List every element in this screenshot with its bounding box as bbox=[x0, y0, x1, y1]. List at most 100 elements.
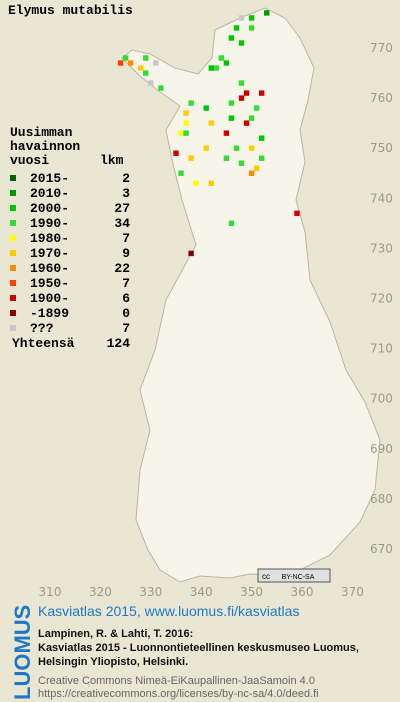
observation bbox=[153, 60, 159, 66]
observation bbox=[253, 165, 260, 171]
legend-label: 2000- bbox=[30, 201, 69, 216]
legend-count: 34 bbox=[114, 216, 130, 231]
observation bbox=[173, 150, 179, 156]
legend-label: 1950- bbox=[30, 276, 69, 291]
observation bbox=[208, 180, 214, 186]
observation bbox=[158, 85, 164, 91]
observation bbox=[258, 90, 265, 96]
observation bbox=[188, 155, 194, 161]
logo: LUOMUS bbox=[10, 605, 35, 700]
observation bbox=[248, 145, 255, 151]
observation bbox=[223, 130, 230, 136]
y-tick-label: 700 bbox=[370, 392, 393, 406]
badge-cc: cc bbox=[262, 572, 270, 581]
legend-swatch bbox=[10, 175, 16, 181]
legend-swatch bbox=[10, 295, 16, 301]
observation bbox=[223, 60, 230, 66]
y-tick-label: 770 bbox=[370, 41, 393, 55]
y-tick-label: 670 bbox=[370, 542, 393, 556]
legend-swatch bbox=[10, 205, 16, 211]
observation bbox=[228, 100, 235, 106]
citation: Kasviatlas 2015 - Luonnontieteellinen ke… bbox=[38, 642, 359, 654]
observation bbox=[243, 120, 250, 126]
observation bbox=[238, 80, 245, 86]
badge-license: BY-NC-SA bbox=[282, 574, 315, 581]
legend-swatch bbox=[10, 235, 16, 241]
legend-swatch bbox=[10, 220, 16, 226]
observation bbox=[138, 65, 144, 71]
x-tick-label: 330 bbox=[139, 585, 162, 599]
y-tick-label: 680 bbox=[370, 492, 393, 506]
citation: Lampinen, R. & Lahti, T. 2016: bbox=[38, 628, 193, 640]
observation bbox=[243, 90, 250, 96]
y-tick-label: 710 bbox=[370, 342, 393, 356]
observation bbox=[143, 55, 149, 61]
legend-count: 22 bbox=[114, 261, 130, 276]
legend-count-heading: lkm bbox=[100, 153, 124, 168]
observation bbox=[253, 105, 260, 111]
observation bbox=[248, 170, 255, 176]
observation bbox=[183, 120, 189, 126]
legend-swatch bbox=[10, 265, 16, 271]
observation bbox=[238, 40, 245, 46]
y-tick-label: 740 bbox=[370, 191, 393, 205]
title: Elymus mutabilis bbox=[8, 3, 133, 18]
legend-count: 7 bbox=[122, 321, 130, 336]
observation bbox=[248, 115, 255, 121]
x-tick-label: 360 bbox=[291, 585, 314, 599]
y-tick-label: 730 bbox=[370, 241, 393, 255]
observation bbox=[122, 55, 129, 61]
observation bbox=[233, 25, 240, 31]
observation bbox=[248, 15, 255, 21]
observation bbox=[178, 130, 184, 136]
observation bbox=[258, 155, 265, 161]
observation bbox=[148, 80, 154, 86]
headline: Kasviatlas 2015, www.luomus.fi/kasviatla… bbox=[38, 603, 299, 619]
legend-count: 6 bbox=[122, 291, 130, 306]
x-tick-label: 310 bbox=[39, 585, 62, 599]
x-tick-label: 320 bbox=[89, 585, 112, 599]
observation bbox=[188, 250, 194, 257]
observation bbox=[248, 25, 255, 31]
y-tick-label: 760 bbox=[370, 91, 393, 105]
legend-count: 2 bbox=[122, 171, 130, 186]
legend-label: 1900- bbox=[30, 291, 69, 306]
observation bbox=[238, 160, 245, 166]
citation: Helsingin Yliopisto, Helsinki. bbox=[38, 656, 188, 668]
observation bbox=[178, 170, 184, 176]
observation bbox=[238, 95, 245, 101]
x-tick-label: 340 bbox=[190, 585, 213, 599]
license: Creative Commons Nimeä-EiKaupallinen-Jaa… bbox=[38, 675, 315, 687]
badge-box bbox=[257, 568, 331, 583]
legend-swatch bbox=[10, 190, 16, 196]
legend-label: 2015- bbox=[30, 171, 69, 186]
observation bbox=[143, 70, 149, 76]
observation bbox=[188, 100, 194, 106]
observation bbox=[228, 35, 235, 41]
observation bbox=[294, 210, 300, 217]
observation bbox=[127, 60, 134, 66]
observation bbox=[264, 10, 270, 16]
legend-label: -1899 bbox=[30, 306, 69, 321]
legend-swatch bbox=[10, 325, 16, 331]
legend-label: ??? bbox=[30, 321, 54, 336]
legend-label: 1960- bbox=[30, 261, 69, 276]
y-tick-label: 750 bbox=[370, 141, 393, 155]
legend-total: 124 bbox=[107, 336, 131, 351]
observation bbox=[213, 65, 220, 71]
observation bbox=[218, 55, 225, 61]
x-tick-label: 350 bbox=[240, 585, 263, 599]
x-tick-label: 370 bbox=[341, 585, 364, 599]
legend-label: 2010- bbox=[30, 186, 69, 201]
observation bbox=[183, 110, 189, 116]
legend-count: 3 bbox=[122, 186, 130, 201]
observation bbox=[203, 145, 209, 151]
y-tick-label: 690 bbox=[370, 442, 393, 456]
observation bbox=[233, 145, 240, 151]
legend-count: 27 bbox=[114, 201, 130, 216]
legend-label: 1970- bbox=[30, 246, 69, 261]
finland-outline bbox=[121, 7, 381, 583]
legend-count: 9 bbox=[122, 246, 130, 261]
observation bbox=[117, 60, 124, 66]
